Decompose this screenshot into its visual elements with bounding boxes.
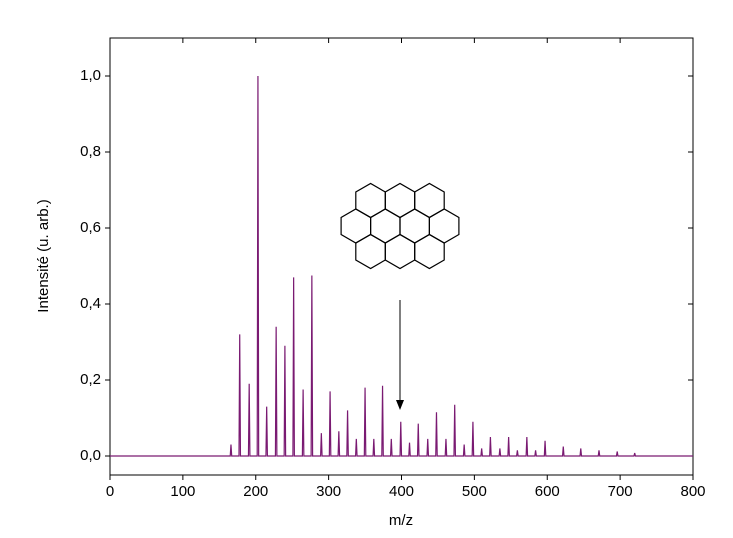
y-tick-label: 1,0 (80, 67, 101, 84)
y-tick-label: 0,8 (80, 143, 101, 160)
ring (355, 182, 386, 219)
y-tick-label: 0,0 (80, 447, 101, 464)
plot-frame (109, 37, 694, 476)
x-tick-label: 800 (680, 483, 705, 500)
ring (399, 208, 430, 244)
x-tick-label: 200 (243, 483, 268, 500)
x-tick-label: 0 (106, 483, 114, 500)
molecule-diagram (340, 182, 460, 270)
ring (414, 182, 445, 219)
spectrum-line (110, 75, 693, 457)
ring (384, 182, 416, 219)
ring (414, 233, 445, 270)
x-tick-label: 500 (462, 483, 487, 500)
ring (384, 233, 416, 270)
x-tick-label: 300 (316, 483, 341, 500)
y-axis-label: Intensité (u. arb.) (35, 199, 52, 312)
x-tick-label: 100 (170, 483, 195, 500)
arrow-head (396, 400, 404, 410)
y-tick-label: 0,4 (80, 295, 101, 312)
ring (370, 208, 401, 244)
x-tick-label: 400 (389, 483, 414, 500)
x-tick-label: 700 (608, 483, 633, 500)
ring (355, 233, 386, 270)
x-tick-label: 600 (535, 483, 560, 500)
x-axis-label: m/z (389, 512, 413, 529)
y-tick-label: 0,6 (80, 219, 101, 236)
ring (428, 208, 460, 244)
ring (340, 208, 372, 244)
y-tick-label: 0,2 (80, 371, 101, 388)
